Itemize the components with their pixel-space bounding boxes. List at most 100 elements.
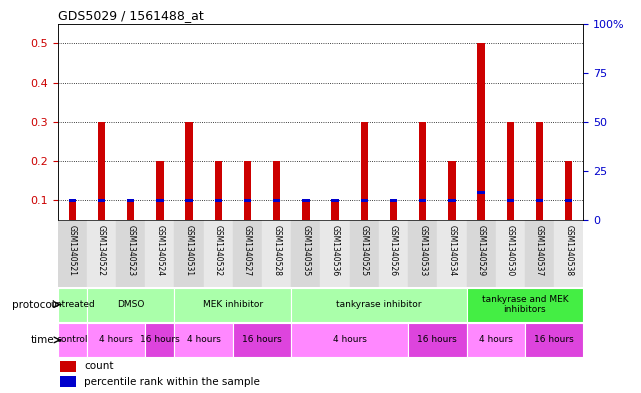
Text: 16 hours: 16 hours [417,336,457,344]
Bar [408,220,437,287]
Bar [478,191,485,194]
Bar [467,323,525,357]
Bar [320,220,350,287]
Text: GSM1340521: GSM1340521 [68,226,77,276]
Text: 16 hours: 16 hours [242,336,282,344]
Text: time: time [31,335,54,345]
Bar [478,43,485,220]
Bar [419,122,426,220]
Bar [525,220,554,287]
Text: GSM1340538: GSM1340538 [564,226,573,277]
Bar [390,200,397,220]
Bar [262,220,291,287]
Bar [303,199,310,202]
Bar [467,288,583,321]
Bar [419,199,426,202]
Text: 16 hours: 16 hours [140,336,179,344]
Bar [565,199,572,202]
Bar [291,323,408,357]
Bar [87,288,174,321]
Text: count: count [84,362,113,371]
Text: tankyrase inhibitor: tankyrase inhibitor [336,300,422,309]
Bar [69,200,76,220]
Text: control: control [56,336,88,344]
Bar [361,122,368,220]
Bar [127,199,135,202]
Text: GSM1340522: GSM1340522 [97,226,106,276]
Bar [448,199,456,202]
Bar [273,161,280,220]
Bar [215,199,222,202]
Bar [437,220,467,287]
Text: GSM1340527: GSM1340527 [243,226,252,277]
Text: GSM1340532: GSM1340532 [214,226,223,277]
Bar [379,220,408,287]
Text: DMSO: DMSO [117,300,144,309]
Text: 4 hours: 4 hours [479,336,513,344]
Text: GSM1340528: GSM1340528 [272,226,281,276]
Bar [525,323,583,357]
Bar [127,200,135,220]
Text: 4 hours: 4 hours [99,336,133,344]
Text: GDS5029 / 1561488_at: GDS5029 / 1561488_at [58,9,203,22]
Text: 4 hours: 4 hours [187,336,221,344]
Bar [273,199,280,202]
Bar [467,220,495,287]
Bar [87,323,146,357]
Bar [554,220,583,287]
Bar [174,323,233,357]
Bar [244,199,251,202]
Bar [536,122,543,220]
Bar [98,122,105,220]
Text: GSM1340530: GSM1340530 [506,226,515,277]
Text: protocol: protocol [12,299,54,310]
Text: GSM1340523: GSM1340523 [126,226,135,277]
Bar [69,199,76,202]
Bar [331,200,338,220]
Bar [244,161,251,220]
Bar [215,161,222,220]
Bar [58,220,87,287]
Bar [60,361,76,372]
Text: 16 hours: 16 hours [534,336,574,344]
Bar [204,220,233,287]
Bar [331,199,338,202]
Bar [185,122,193,220]
Bar [185,199,193,202]
Bar [361,199,368,202]
Bar [156,161,163,220]
Text: untreated: untreated [50,300,95,309]
Bar [506,122,514,220]
Bar [291,220,320,287]
Bar [303,200,310,220]
Text: GSM1340535: GSM1340535 [301,226,310,277]
Text: GSM1340533: GSM1340533 [418,226,427,277]
Bar [350,220,379,287]
Bar [60,376,76,387]
Text: tankyrase and MEK
inhibitors: tankyrase and MEK inhibitors [481,295,568,314]
Bar [87,220,116,287]
Text: GSM1340537: GSM1340537 [535,226,544,277]
Bar [536,199,543,202]
Bar [506,199,514,202]
Bar [233,220,262,287]
Text: GSM1340524: GSM1340524 [155,226,164,277]
Text: GSM1340525: GSM1340525 [360,226,369,277]
Bar [174,288,291,321]
Bar [291,288,467,321]
Bar [565,161,572,220]
Bar [448,161,456,220]
Bar [408,323,467,357]
Bar [58,288,87,321]
Bar [233,323,291,357]
Bar [146,323,174,357]
Bar [146,220,174,287]
Bar [58,323,87,357]
Text: GSM1340529: GSM1340529 [477,226,486,277]
Bar [98,199,105,202]
Text: GSM1340526: GSM1340526 [389,226,398,277]
Bar [116,220,146,287]
Text: GSM1340531: GSM1340531 [185,226,194,277]
Text: percentile rank within the sample: percentile rank within the sample [84,377,260,387]
Text: 4 hours: 4 hours [333,336,367,344]
